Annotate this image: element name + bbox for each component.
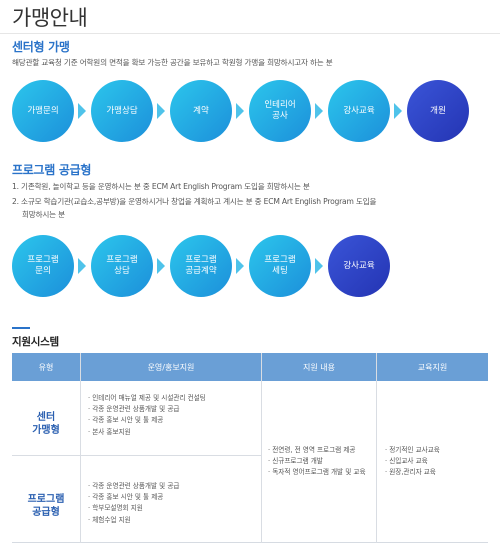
center-section-title: 센터형 가맹 <box>12 40 70 54</box>
arrow-icon <box>394 103 402 119</box>
list-item: 정기적인 교사교육 <box>385 445 440 456</box>
header-type: 유형 <box>12 353 80 381</box>
program-description-1: 1. 기존학원, 놀이학교 등을 운영하시는 분 중 ECM Art Engli… <box>12 182 310 191</box>
list-item: 본사 홍보지원 <box>88 427 206 438</box>
title-divider <box>0 33 500 34</box>
program-section-title: 프로그램 공급형 <box>12 163 92 177</box>
header-operation: 운영/홍보지원 <box>81 353 261 381</box>
education-list: 정기적인 교사교육 신입교사 교육 원장,관리자 교육 <box>385 445 440 479</box>
list-item: 독자적 영어프로그램 개발 및 교육 <box>268 467 365 478</box>
program-description-2-cont: 희망하시는 분 <box>22 210 65 219</box>
row-divider <box>12 455 262 456</box>
header-content: 지원 내용 <box>262 353 376 381</box>
program-process-flow: 프로그램 문의 프로그램 상담 프로그램 공급계약 프로그램 세팅 강사교육 <box>12 235 488 297</box>
list-item: 전연령, 전 영역 프로그램 제공 <box>268 445 366 456</box>
arrow-icon <box>315 103 323 119</box>
support-table: 유형 운영/홍보지원 지원 내용 교육지원 센터 가맹형 인테리어 매뉴얼 제공… <box>12 353 488 543</box>
program-step-inquiry: 프로그램 문의 <box>12 235 74 297</box>
type-center: 센터 가맹형 <box>32 412 60 436</box>
arrow-icon <box>157 258 165 274</box>
center-step-interior: 인테리어 공사 <box>249 80 311 142</box>
column-divider <box>80 353 81 543</box>
arrow-icon <box>157 103 165 119</box>
page-title: 가맹안내 <box>12 6 88 30</box>
list-item: 신입교사 교육 <box>385 456 440 467</box>
program-step-setting: 프로그램 세팅 <box>249 235 311 297</box>
column-divider <box>376 353 377 543</box>
list-item: 각종 홍보 시안 및 툴 제공 <box>88 492 179 503</box>
program-step-training: 강사교육 <box>328 235 390 297</box>
program-step-contract: 프로그램 공급계약 <box>170 235 232 297</box>
content-list: 전연령, 전 영역 프로그램 제공 신규프로그램 개발 독자적 영어프로그램 개… <box>268 445 366 479</box>
list-item: 체험수업 지원 <box>88 515 179 526</box>
header-education: 교육지원 <box>377 353 488 381</box>
support-accent-bar <box>12 327 30 329</box>
list-item: 각종 홍보 시안 및 툴 제공 <box>88 415 206 426</box>
center-step-training: 강사교육 <box>328 80 390 142</box>
list-item: 학부모설명회 지원 <box>88 503 179 514</box>
list-item: 원장,관리자 교육 <box>385 467 440 478</box>
list-item: 각종 운영관련 상품개발 및 공급 <box>88 481 179 492</box>
list-item: 각종 운영관련 상품개발 및 공급 <box>88 404 206 415</box>
program-description-2: 2. 소규모 학습기관(교습소,공부방)을 운영하시거나 창업을 계획하고 계시… <box>12 197 377 206</box>
center-operation-list: 인테리어 매뉴얼 제공 및 시설관리 컨설팅 각종 운영관련 상품개발 및 공급… <box>88 393 206 438</box>
column-divider <box>261 353 262 543</box>
center-step-contract: 계약 <box>170 80 232 142</box>
center-step-consult: 가맹상담 <box>91 80 153 142</box>
center-step-opening: 개원 <box>407 80 469 142</box>
arrow-icon <box>236 103 244 119</box>
arrow-icon <box>78 103 86 119</box>
list-item: 신규프로그램 개발 <box>268 456 366 467</box>
program-operation-list: 각종 운영관련 상품개발 및 공급 각종 홍보 시안 및 툴 제공 학부모설명회… <box>88 481 179 526</box>
center-process-flow: 가맹문의 가맹상담 계약 인테리어 공사 강사교육 개원 <box>12 80 488 142</box>
support-section-title: 지원시스템 <box>12 336 59 348</box>
arrow-icon <box>78 258 86 274</box>
program-step-consult: 프로그램 상담 <box>91 235 153 297</box>
type-program: 프로그램 공급형 <box>27 494 65 518</box>
center-step-inquiry: 가맹문의 <box>12 80 74 142</box>
center-description: 해당관할 교육청 기준 어학원의 면적을 확보 가능한 공간을 보유하고 학원형… <box>12 58 333 67</box>
arrow-icon <box>236 258 244 274</box>
list-item: 인테리어 매뉴얼 제공 및 시설관리 컨설팅 <box>88 393 206 404</box>
arrow-icon <box>315 258 323 274</box>
